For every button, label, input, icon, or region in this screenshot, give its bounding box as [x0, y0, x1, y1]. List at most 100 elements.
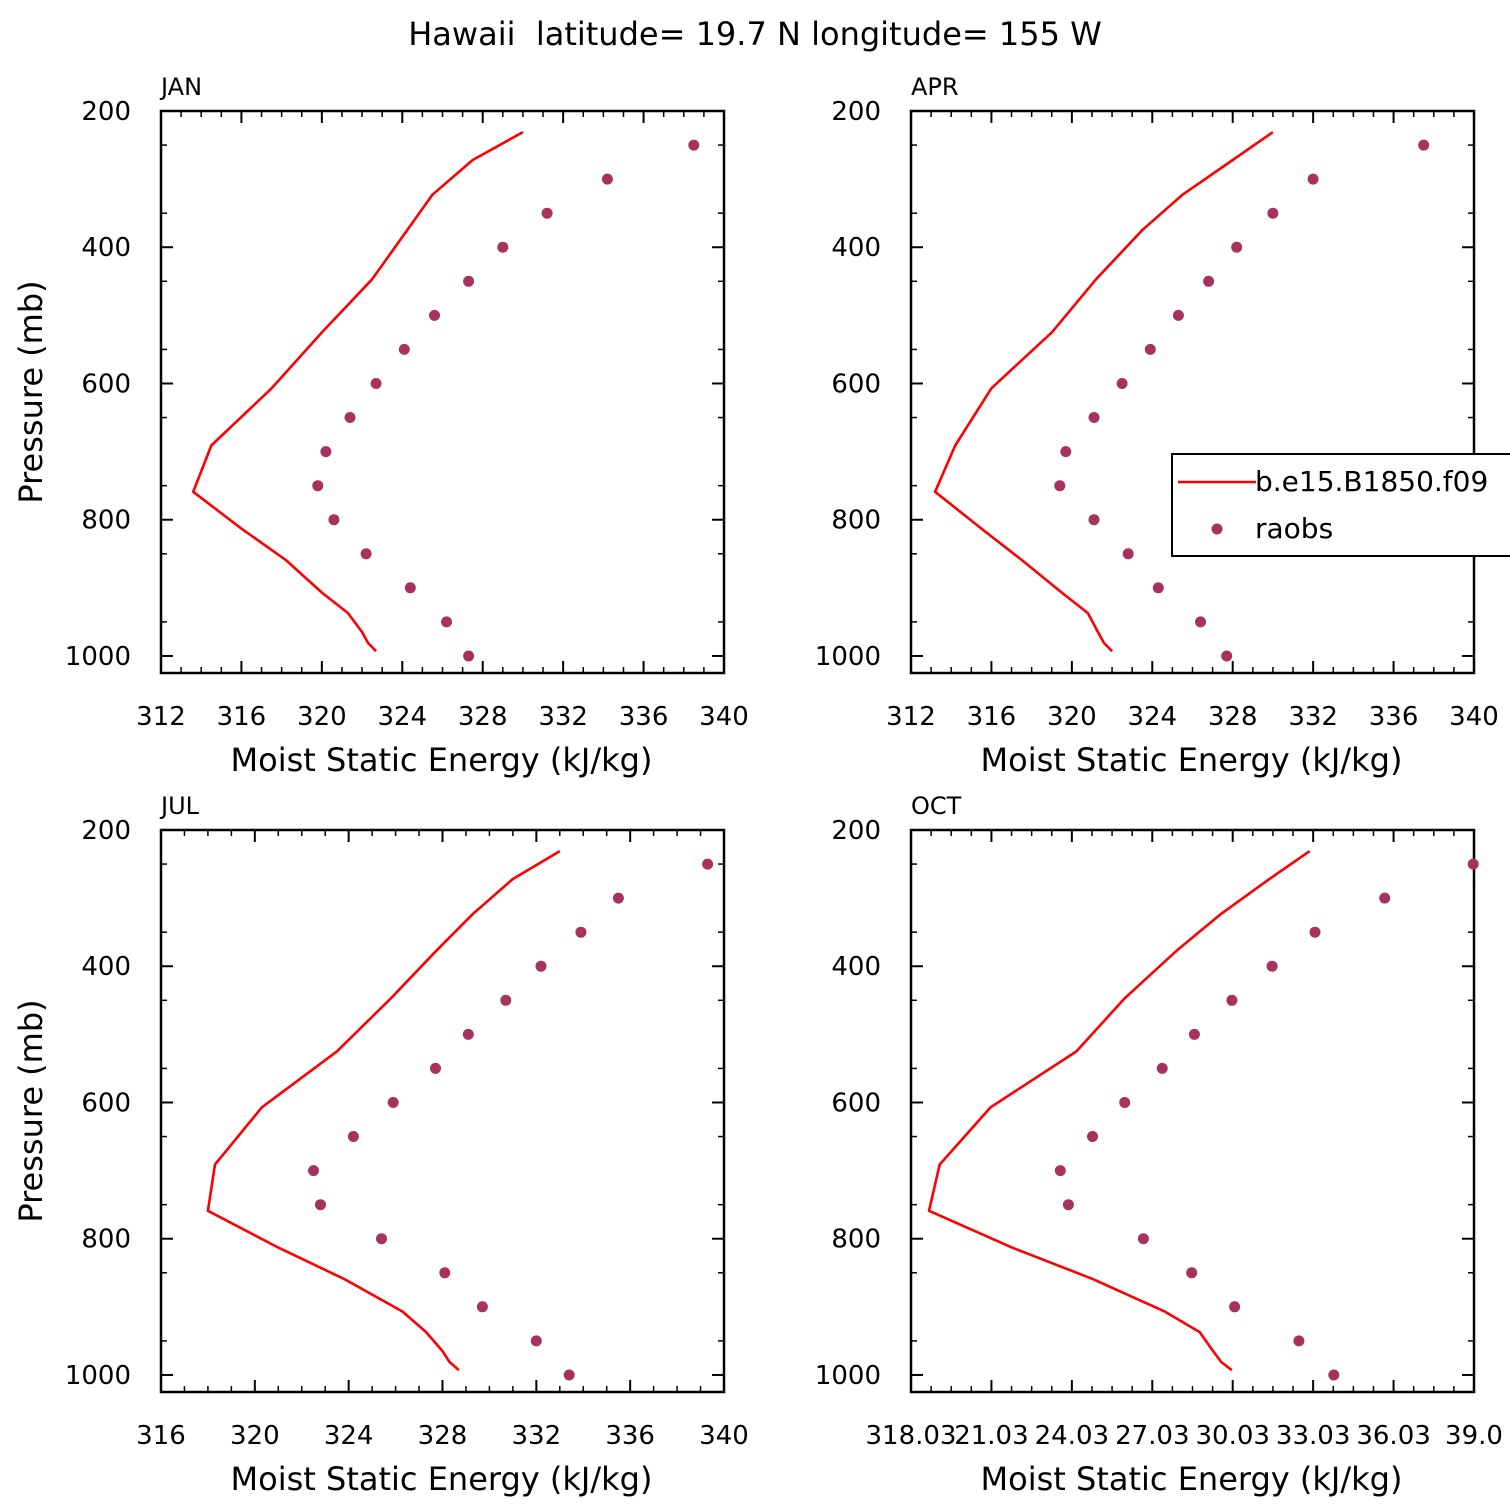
raobs-point — [1231, 241, 1243, 253]
x-tick-label: 336 — [605, 1421, 655, 1451]
raobs-point — [1467, 858, 1479, 870]
y-tick-label: 1000 — [65, 642, 131, 672]
raobs-point — [1188, 1028, 1200, 1040]
raobs-point — [344, 412, 356, 423]
panel-label: JUL — [159, 792, 200, 820]
x-tick-label: 312 — [136, 702, 186, 732]
raobs-point — [1116, 378, 1128, 389]
model-profile-line — [206, 849, 561, 1372]
raobs-point — [1328, 1369, 1340, 1381]
x-tick-label: 340 — [699, 702, 749, 732]
raobs-point — [1226, 994, 1238, 1006]
panels: JAN 312 316 320 324 328 332 336 340 200 400 600 800 1… — [12, 73, 1510, 1498]
x-tick-label: 33.03 — [1276, 1421, 1350, 1451]
x-tick-label: 21.03 — [954, 1421, 1028, 1451]
x-axis-label: Moist Static Energy (kJ/kg) — [231, 1460, 653, 1498]
raobs-point — [1229, 1301, 1241, 1313]
raobs-point — [404, 582, 416, 594]
x-axis-label: Moist Static Energy (kJ/kg) — [981, 741, 1403, 779]
raobs-point — [315, 1199, 326, 1211]
raobs-point — [612, 892, 624, 904]
x-tick-label: 328 — [1208, 702, 1258, 732]
y-tick-label: 200 — [831, 816, 881, 846]
raobs-point — [328, 514, 340, 526]
y-tick-label: 1000 — [815, 642, 881, 672]
y-tick-label: 400 — [831, 952, 881, 982]
x-tick-label: 39.0 — [1445, 1421, 1503, 1451]
x-tick-label: 320 — [297, 702, 347, 732]
raobs-point — [1293, 1335, 1305, 1347]
raobs-point — [347, 1131, 359, 1142]
raobs-point — [1088, 514, 1100, 526]
x-tick-label: 312 — [886, 702, 936, 732]
x-tick-label: 36.03 — [1356, 1421, 1430, 1451]
x-tick-label: 328 — [458, 702, 508, 732]
y-tick-label: 400 — [831, 233, 881, 263]
y-tick-label: 400 — [81, 952, 131, 982]
x-tick-label: 30.03 — [1195, 1421, 1269, 1451]
model-profile-line — [927, 850, 1311, 1372]
x-tick-label: 316 — [217, 702, 267, 732]
raobs-point — [563, 1369, 575, 1381]
y-tick-label: 200 — [831, 97, 881, 127]
y-axis-label: Pressure (mb) — [12, 999, 50, 1222]
y-tick-label: 200 — [81, 816, 131, 846]
raobs-point — [688, 139, 700, 151]
raobs-point — [1144, 343, 1156, 355]
raobs-point — [1172, 309, 1184, 321]
y-tick-label: 800 — [831, 506, 881, 536]
raobs-point — [376, 1233, 387, 1245]
x-tick-label: 324 — [377, 702, 427, 732]
raobs-point — [530, 1335, 542, 1347]
raobs-point — [430, 1062, 441, 1074]
y-tick-label: 600 — [81, 369, 131, 399]
y-tick-label: 600 — [81, 1088, 131, 1118]
raobs-point — [320, 446, 332, 458]
raobs-point — [1221, 650, 1233, 662]
raobs-point — [1418, 139, 1430, 151]
raobs-point — [312, 480, 324, 492]
raobs-point — [575, 926, 587, 938]
raobs-point — [601, 173, 613, 185]
legend: b.e15.B1850.f09 raobs — [1171, 453, 1510, 557]
model-profile-line — [933, 131, 1274, 653]
x-tick-label: 336 — [619, 702, 669, 732]
raobs-point — [1266, 960, 1278, 972]
raobs-point — [1062, 1199, 1074, 1211]
raobs-point — [1122, 548, 1134, 560]
x-tick-label: 340 — [1449, 702, 1499, 732]
raobs-point — [441, 616, 452, 628]
x-axis-label: Moist Static Energy (kJ/kg) — [981, 1460, 1403, 1498]
raobs-point — [1186, 1267, 1198, 1279]
x-tick-label: 27.03 — [1115, 1421, 1189, 1451]
raobs-point — [1379, 892, 1391, 904]
raobs-point — [541, 207, 553, 219]
raobs-point — [1088, 412, 1100, 423]
y-tick-label: 600 — [831, 369, 881, 399]
raobs-point — [387, 1097, 399, 1108]
x-tick-label: 324 — [1127, 702, 1177, 732]
raobs-point — [702, 858, 714, 870]
raobs-point — [535, 960, 547, 972]
y-tick-label: 400 — [81, 233, 131, 263]
x-tick-label: 316 — [136, 1421, 186, 1451]
y-tick-label: 800 — [81, 1225, 131, 1255]
raobs-point — [1054, 1165, 1066, 1177]
panel-label: OCT — [911, 792, 962, 820]
y-axis-label: Pressure (mb) — [12, 280, 50, 503]
y-tick-label: 1000 — [65, 1361, 131, 1391]
x-tick-label: 324 — [324, 1421, 374, 1451]
raobs-point — [1203, 275, 1215, 287]
y-tick-label: 800 — [831, 1225, 881, 1255]
x-axis-label: Moist Static Energy (kJ/kg) — [231, 741, 653, 779]
legend-obs-swatch — [1211, 523, 1223, 535]
raobs-point — [1137, 1233, 1149, 1245]
raobs-point — [500, 994, 512, 1006]
raobs-point — [1307, 173, 1319, 185]
legend-box — [1171, 453, 1510, 557]
raobs-point — [1054, 480, 1066, 492]
x-tick-label: 320 — [230, 1421, 280, 1451]
x-tick-label: 340 — [699, 1421, 749, 1451]
